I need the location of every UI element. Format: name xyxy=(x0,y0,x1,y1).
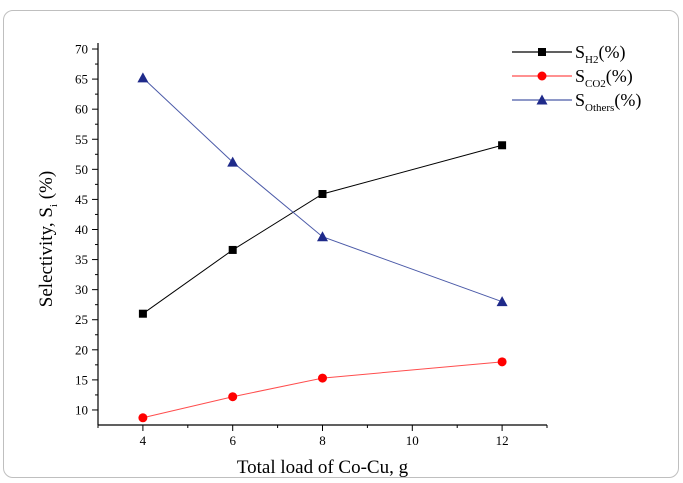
series-line-others xyxy=(142,77,503,303)
legend-label-sub: Others xyxy=(585,102,614,114)
x-tick-label: 10 xyxy=(406,433,419,448)
y-tick-label: 30 xyxy=(75,282,88,297)
legend-marker xyxy=(537,71,547,81)
y-tick-label: 15 xyxy=(75,372,88,387)
data-point-co2 xyxy=(138,413,148,423)
y-tick-label: 50 xyxy=(75,162,88,177)
y-axis-title-sub: i xyxy=(48,204,60,207)
series-others xyxy=(137,72,508,307)
y-tick-label: 35 xyxy=(75,252,88,267)
data-point-h2 xyxy=(138,309,147,318)
y-tick-label: 40 xyxy=(75,222,88,237)
axis-ticks: 10 15 20 25 30 35 40 45 50 55 60 65 70 4 6 8 10 12 xyxy=(75,42,548,448)
legend-item-co2: SCO2(%) xyxy=(512,66,633,90)
y-tick-label: 25 xyxy=(75,312,88,327)
legend-label-main: S xyxy=(575,42,585,62)
y-tick-label: 20 xyxy=(75,342,88,357)
chart-frame xyxy=(3,10,679,478)
data-point-co2 xyxy=(228,392,238,402)
x-tick-label: 6 xyxy=(229,433,236,448)
y-tick-label: 10 xyxy=(75,402,88,417)
legend-marker xyxy=(536,94,548,105)
x-tick-label: 12 xyxy=(496,433,509,448)
series-line-h2 xyxy=(142,144,503,315)
legend-label: SCO2(%) xyxy=(575,66,633,90)
legend-label-unit: (%) xyxy=(614,90,641,111)
legend-item-h2: SH2(%) xyxy=(512,42,625,66)
x-axis-title: Total load of Co-Cu, g xyxy=(237,457,409,478)
legend-item-others: SOthers(%) xyxy=(512,90,641,114)
series-co2 xyxy=(138,357,507,423)
legend-label-sub: H2 xyxy=(585,54,598,66)
data-point-others xyxy=(317,231,328,242)
legend-label: SH2(%) xyxy=(575,42,625,66)
y-axis-title-unit: (%) xyxy=(36,171,57,204)
series-h2 xyxy=(138,141,507,318)
y-tick-label: 70 xyxy=(75,42,88,57)
legend-label-main: S xyxy=(575,90,585,110)
y-tick-label: 45 xyxy=(75,192,88,207)
legend-label-sub: CO2 xyxy=(585,78,606,90)
data-point-co2 xyxy=(497,357,507,367)
y-axis-title: Selectivity, Si (%) xyxy=(36,171,60,307)
data-point-others xyxy=(137,72,149,83)
legend-label-main: S xyxy=(575,66,585,86)
x-tick-label: 8 xyxy=(319,433,326,448)
legend-label-unit: (%) xyxy=(598,42,625,63)
legend-label: SOthers(%) xyxy=(575,90,641,114)
legend: SH2(%)SCO2(%)SOthers(%) xyxy=(512,42,641,114)
series-line-co2 xyxy=(142,361,503,419)
series-layer xyxy=(137,72,508,423)
y-axis-title-main: Selectivity, S xyxy=(36,207,57,307)
data-point-h2 xyxy=(228,245,237,254)
legend-marker xyxy=(538,48,546,56)
x-tick-label: 4 xyxy=(140,433,147,448)
legend-label-unit: (%) xyxy=(606,66,633,87)
data-point-h2 xyxy=(318,189,327,198)
y-tick-label: 65 xyxy=(75,72,88,87)
data-point-h2 xyxy=(498,141,507,150)
y-tick-label: 55 xyxy=(75,132,88,147)
data-point-others xyxy=(227,156,239,167)
data-point-co2 xyxy=(318,373,327,383)
y-tick-label: 60 xyxy=(75,102,88,117)
data-point-others xyxy=(496,296,508,307)
